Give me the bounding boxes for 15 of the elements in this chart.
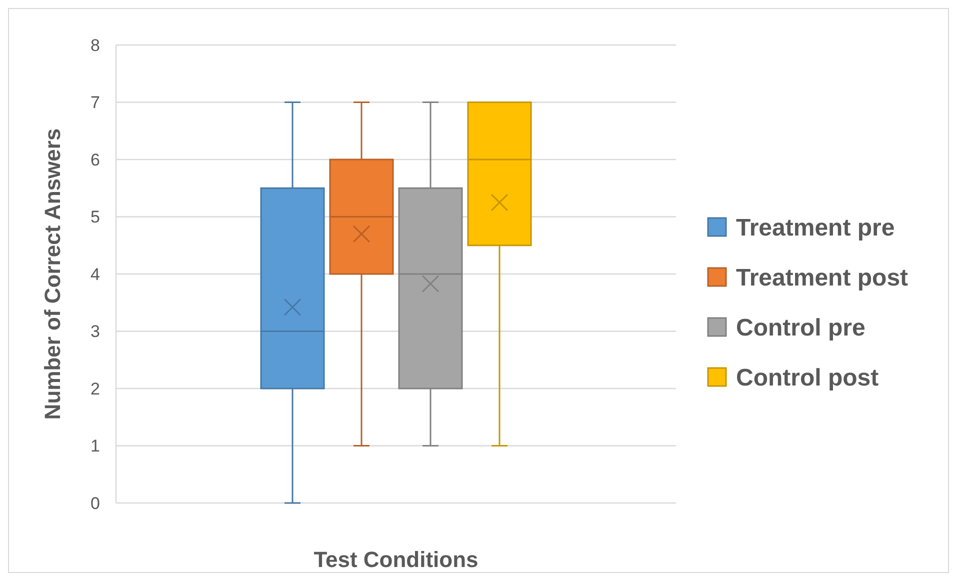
y-axis-title: Number of Correct Answers: [40, 128, 65, 420]
y-tick-label: 2: [90, 379, 100, 398]
y-tick-label: 4: [90, 264, 100, 284]
legend-label: Control pre: [736, 314, 866, 342]
y-tick-label: 1: [90, 436, 100, 456]
legend-label: Control post: [736, 364, 879, 392]
y-tick-label: 3: [90, 322, 100, 342]
legend-label: Treatment pre: [736, 214, 895, 242]
x-axis-title: Test Conditions: [314, 547, 478, 572]
y-tick-label: 6: [90, 150, 100, 170]
legend-label: Treatment post: [736, 264, 908, 292]
y-tick-label: 5: [90, 208, 100, 227]
y-tick-label: 7: [90, 93, 100, 112]
y-tick-label: 0: [90, 494, 100, 513]
y-tick-label: 8: [90, 36, 100, 55]
